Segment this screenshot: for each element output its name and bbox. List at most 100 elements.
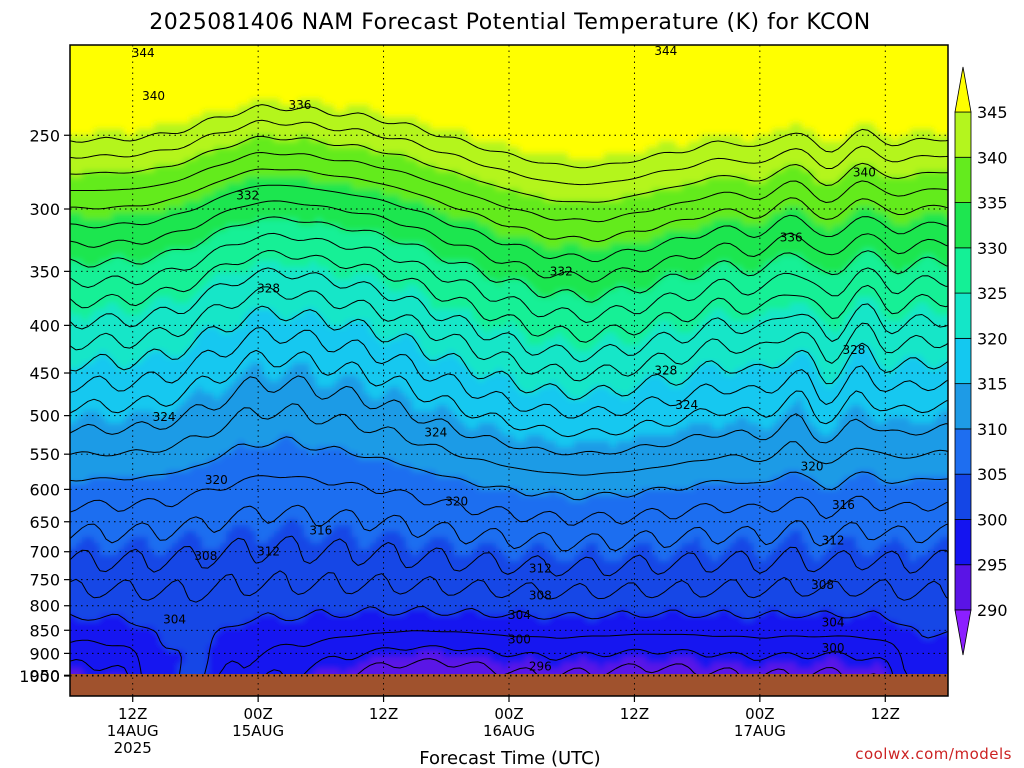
y-tick-label: 950 <box>29 666 60 685</box>
contour-line-316 <box>70 349 948 438</box>
contour-label: 316 <box>832 498 855 512</box>
colorbar-bin <box>954 247 972 294</box>
colorbar-tick-label: 310 <box>977 420 1008 439</box>
colorbar-bin <box>954 202 972 249</box>
contour-label: 320 <box>445 494 468 508</box>
y-tick-label: 700 <box>29 543 60 562</box>
grid-lines <box>70 45 948 696</box>
contour-label: 304 <box>822 616 845 630</box>
colorbar-bin <box>954 428 972 475</box>
contour-label: 308 <box>529 589 552 603</box>
contour-line-318 <box>70 327 948 419</box>
contour-line-302 <box>70 570 948 603</box>
x-tick-label: 00Z <box>745 705 774 723</box>
contour-label: 304 <box>163 613 186 627</box>
colorbar-tick-label: 320 <box>977 329 1008 348</box>
credit-text: coolwx.com/models <box>855 745 1012 763</box>
contour-line-310 <box>70 436 948 501</box>
contour-line-322 <box>70 286 948 382</box>
contour-line-338 <box>70 152 948 223</box>
x-tick-label: 00Z <box>243 705 272 723</box>
y-tick-label: 500 <box>29 407 60 426</box>
y-tick-label: 550 <box>29 445 60 464</box>
y-tick-label: 800 <box>29 597 60 616</box>
chart-title: 2025081406 NAM Forecast Potential Temper… <box>149 10 870 35</box>
colorbar-tick-label: 325 <box>977 284 1008 303</box>
contour-label: 332 <box>236 188 259 202</box>
contour-line-320 <box>70 305 948 401</box>
colorbar: 290 295 300 305 310 315 320 325 330 335 340 345 <box>954 66 1008 656</box>
contour-line-336 <box>70 168 948 243</box>
contour-line-324 <box>70 267 948 363</box>
y-axis: 250 300 350 400 450 500 550 600 650 700 750 800 850 9… <box>19 126 70 686</box>
contour-label: 312 <box>257 545 280 559</box>
x-tick-label: 15AUG <box>232 722 284 740</box>
contour-label: 340 <box>142 89 165 103</box>
contour-label: 340 <box>853 165 876 179</box>
y-tick-label: 650 <box>29 513 60 532</box>
y-tick-label: 600 <box>29 480 60 499</box>
colorbar-tick-label: 335 <box>977 194 1008 213</box>
x-tick-label: 12Z <box>118 705 147 723</box>
contour-label: 336 <box>288 98 311 112</box>
x-tick-label: 12Z <box>369 705 398 723</box>
contour-label: 344 <box>132 46 155 60</box>
colorbar-tick-label: 345 <box>977 103 1008 122</box>
colorbar-bin <box>954 292 972 339</box>
contour-label: 312 <box>822 534 845 548</box>
contour-line-328 <box>70 232 948 323</box>
colorbar-tick-label: 300 <box>977 510 1008 529</box>
colorbar-tick-label: 340 <box>977 148 1008 167</box>
contour-label: 344 <box>654 44 677 58</box>
colorbar-bin <box>954 564 972 611</box>
colorbar-max-arrow <box>954 66 972 113</box>
contour-line-312 <box>70 403 948 476</box>
y-tick-label: 350 <box>29 262 60 281</box>
x-tick-label: 17AUG <box>734 722 786 740</box>
contour-line-340 <box>70 135 948 203</box>
contour-label: 324 <box>153 410 176 424</box>
contour-line-314 <box>70 375 948 456</box>
plot-area: 344 344 340 336 340 332 336 328 332 328 328 324 324 3… <box>19 44 949 757</box>
x-tick-label: 00Z <box>494 705 523 723</box>
contour-lines <box>70 104 948 696</box>
contour-label: 300 <box>508 633 531 647</box>
contour-label: 308 <box>811 578 834 592</box>
colorbar-min-arrow <box>954 609 972 656</box>
contour-label: 336 <box>780 231 803 245</box>
contour-labels: 344 344 340 336 340 332 336 328 332 328 328 324 324 3… <box>132 44 876 674</box>
colorbar-bin <box>954 156 972 203</box>
x-axis-label: Forecast Time (UTC) <box>419 748 600 768</box>
contour-label: 328 <box>842 343 865 357</box>
y-tick-label: 450 <box>29 364 60 383</box>
y-tick-label: 900 <box>29 644 60 663</box>
contour-line-334 <box>70 184 948 263</box>
x-tick-label: 2025 <box>114 739 152 757</box>
contour-line-342 <box>70 119 948 186</box>
x-tick-label: 14AUG <box>107 722 159 740</box>
contour-label: 316 <box>309 523 332 537</box>
colorbar-tick-label: 305 <box>977 465 1008 484</box>
contour-label: 308 <box>194 549 217 563</box>
colorbar-tick-label: 295 <box>977 556 1008 575</box>
contour-line-308 <box>70 475 948 526</box>
contour-label: 328 <box>257 281 280 295</box>
colorbar-tick-label: 290 <box>977 601 1008 620</box>
y-tick-label: 750 <box>29 571 60 590</box>
colorbar-bin <box>954 473 972 520</box>
y-tick-label: 300 <box>29 200 60 219</box>
contour-label: 328 <box>654 363 677 377</box>
colorbar-tick-label: 315 <box>977 375 1008 394</box>
y-tick-label: 250 <box>29 126 60 145</box>
x-tick-label: 12Z <box>871 705 900 723</box>
contour-label: 320 <box>205 473 228 487</box>
contour-line-326 <box>70 250 948 343</box>
contour-line-300 <box>70 606 948 696</box>
contour-label: 324 <box>675 398 698 412</box>
y-tick-label: 850 <box>29 621 60 640</box>
contour-line-332 <box>70 200 948 283</box>
colorbar-bin <box>954 111 972 158</box>
contour-label: 332 <box>550 264 573 278</box>
